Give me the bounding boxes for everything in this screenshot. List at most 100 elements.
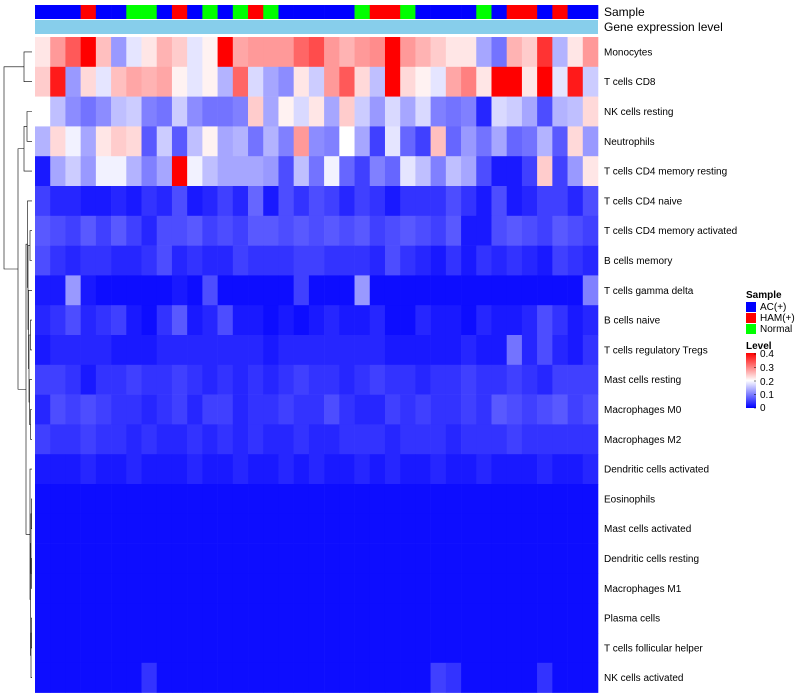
heatmap-cell bbox=[171, 573, 188, 604]
heatmap-cell bbox=[521, 305, 538, 336]
heatmap-cell bbox=[400, 156, 416, 187]
heatmap-cell bbox=[582, 573, 599, 604]
heatmap-cell bbox=[384, 484, 401, 515]
heatmap-cell bbox=[50, 603, 66, 634]
heatmap-cell bbox=[156, 245, 173, 276]
heatmap-cell bbox=[141, 513, 158, 544]
row-label: Neutrophils bbox=[604, 137, 655, 148]
heatmap-cell bbox=[308, 424, 325, 455]
heatmap-cell bbox=[476, 513, 492, 544]
heatmap-cell bbox=[461, 275, 477, 306]
heatmap-cell bbox=[293, 364, 310, 395]
heatmap-cell bbox=[202, 66, 218, 97]
heatmap-cell bbox=[187, 96, 203, 127]
heatmap-cell bbox=[476, 633, 492, 664]
heatmap-cell bbox=[445, 215, 462, 246]
heatmap-cell bbox=[65, 66, 81, 97]
heatmap-cell bbox=[476, 662, 492, 693]
heatmap-cell bbox=[567, 305, 584, 336]
heatmap-cell bbox=[50, 126, 66, 157]
heatmap-cell bbox=[582, 603, 599, 634]
sample-cell bbox=[278, 5, 294, 19]
heatmap-cell bbox=[430, 186, 447, 217]
heatmap-cell bbox=[521, 96, 538, 127]
heatmap-cell bbox=[308, 305, 325, 336]
heatmap-cell bbox=[491, 364, 508, 395]
heatmap-cell bbox=[567, 484, 584, 515]
heatmap-cell bbox=[217, 573, 234, 604]
heatmap-cell bbox=[217, 245, 234, 276]
row-dendrogram bbox=[3, 51, 32, 678]
heatmap-cell bbox=[308, 662, 325, 693]
heatmap-cell bbox=[141, 662, 158, 693]
sample-cell bbox=[567, 5, 584, 19]
heatmap-cell bbox=[141, 156, 158, 187]
heatmap-cell bbox=[491, 66, 508, 97]
heatmap-cell bbox=[293, 603, 310, 634]
heatmap-cell bbox=[521, 394, 538, 425]
heatmap-cell bbox=[506, 186, 523, 217]
heatmap-cell bbox=[324, 66, 340, 97]
heatmap-cell bbox=[202, 335, 218, 366]
sample-track-label: Sample bbox=[604, 5, 645, 19]
heatmap-cell bbox=[111, 394, 127, 425]
heatmap-cell bbox=[95, 305, 112, 336]
heatmap-cell bbox=[217, 633, 234, 664]
heatmap-cell bbox=[400, 245, 416, 276]
heatmap-cell bbox=[171, 633, 188, 664]
heatmap-cell bbox=[415, 156, 431, 187]
heatmap-cell bbox=[202, 126, 218, 157]
heatmap-cell bbox=[95, 215, 112, 246]
heatmap-cell bbox=[187, 484, 203, 515]
heatmap-cell bbox=[35, 335, 51, 366]
row-label: Plasma cells bbox=[604, 614, 660, 625]
sample-cell bbox=[111, 5, 127, 19]
heatmap-cell bbox=[293, 484, 310, 515]
heatmap-cell bbox=[552, 633, 568, 664]
heatmap-cell bbox=[126, 543, 142, 574]
heatmap-cell bbox=[354, 275, 371, 306]
heatmap-cell bbox=[324, 245, 340, 276]
heatmap-cell bbox=[248, 424, 264, 455]
heatmap-cell bbox=[263, 126, 279, 157]
heatmap-cell bbox=[202, 37, 218, 68]
heatmap-cell bbox=[537, 573, 553, 604]
heatmap-cell bbox=[111, 424, 127, 455]
heatmap-cell bbox=[232, 275, 249, 306]
heatmap-cell bbox=[111, 454, 127, 485]
legend-tick-0: 0 bbox=[760, 403, 766, 414]
heatmap-cell bbox=[248, 394, 264, 425]
heatmap-cell bbox=[506, 305, 523, 336]
heatmap-cell bbox=[506, 275, 523, 306]
heatmap-cell bbox=[248, 662, 264, 693]
heatmap-cell bbox=[476, 186, 492, 217]
heatmap-cell bbox=[126, 186, 142, 217]
heatmap-cell bbox=[445, 275, 462, 306]
heatmap-cell bbox=[491, 156, 508, 187]
row-label: Monocytes bbox=[604, 47, 652, 58]
heatmap-cell bbox=[339, 513, 355, 544]
heatmap-cell bbox=[491, 245, 508, 276]
heatmap-cell bbox=[187, 543, 203, 574]
heatmap-cell bbox=[65, 186, 81, 217]
heatmap-cell bbox=[126, 603, 142, 634]
gene-expression-bar bbox=[35, 20, 598, 34]
row-label: Eosinophils bbox=[604, 494, 655, 505]
legend-tick-0.1: 0.1 bbox=[760, 390, 774, 401]
heatmap-cell bbox=[339, 66, 355, 97]
heatmap-cell bbox=[506, 543, 523, 574]
sample-cell bbox=[50, 5, 66, 19]
heatmap-cell bbox=[400, 37, 416, 68]
heatmap-cell bbox=[308, 66, 325, 97]
heatmap-cell bbox=[537, 305, 553, 336]
heatmap-cell bbox=[491, 37, 508, 68]
heatmap-cell bbox=[582, 335, 599, 366]
heatmap-cell bbox=[65, 245, 81, 276]
heatmap-cell bbox=[126, 424, 142, 455]
heatmap-cell bbox=[308, 245, 325, 276]
heatmap-cell bbox=[445, 37, 462, 68]
heatmap-cell bbox=[171, 364, 188, 395]
heatmap-cell bbox=[278, 126, 294, 157]
heatmap-cell bbox=[415, 633, 431, 664]
